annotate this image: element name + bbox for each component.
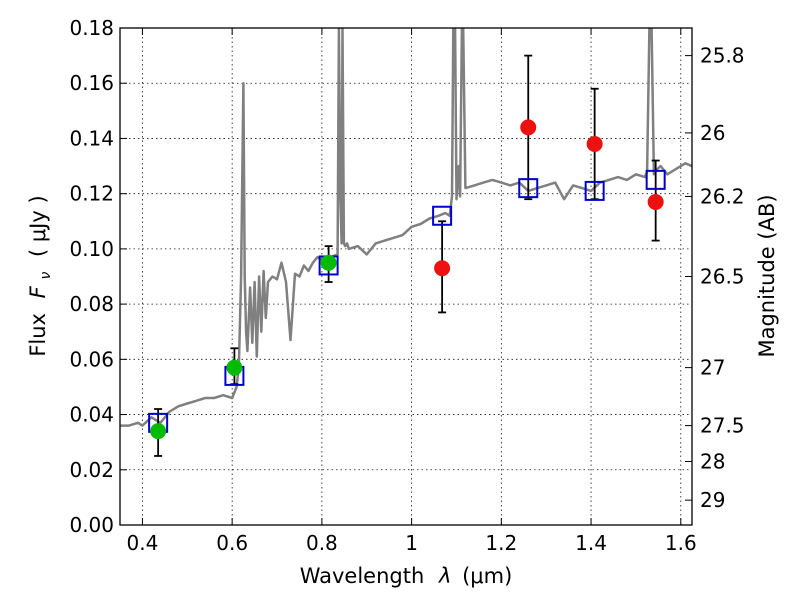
y2-tick-label: 29 [700,488,725,512]
y-tick-label: 0.10 [69,237,114,261]
y-axis-title: Flux F ν ( μJy ) [26,195,55,356]
y2-tick-label: 26.2 [700,184,745,208]
y-tick-label: 0.02 [69,458,114,482]
plot-background [120,28,692,525]
ticks: 0.4 0.6 0.8 1 1.2 1.4 1.6 0.00 0.02 0.04 0.06 0.08 0… [69,16,744,555]
x-tick-label: 0.8 [306,531,338,555]
y-tick-label: 0.00 [69,513,114,537]
y2-tick-label: 27.5 [700,414,745,438]
y-axis-title-text: Flux [26,313,50,357]
grid [120,27,692,526]
model-photometry-square [584,180,605,201]
y2-tick-label: 27 [700,356,725,380]
observation-point [520,119,537,136]
y2-tick-label: 28 [700,449,725,473]
y-tick-label: 0.18 [69,16,114,40]
x-axis-title-symbol: λ [438,564,451,588]
y-axis-title-subscript: ν [38,272,54,280]
observation-point [226,359,243,376]
y-tick-label: 0.04 [69,403,114,427]
x-axis-title: Wavelength λ (μm) [300,564,513,588]
y2-tick-label: 26 [700,121,725,145]
y2-axis-title: Magnitude (AB) [755,194,779,357]
x-axis-title-unit: (μm) [462,564,512,588]
x-tick-label: 1 [405,531,418,555]
model-photometry-square [518,178,539,199]
observation-point [320,254,337,271]
model-photometry-square [432,205,453,226]
x-tick-label: 1.6 [665,531,697,555]
x-axis-title-text: Wavelength [300,564,425,588]
y-tick-label: 0.06 [69,347,114,371]
observation-point [150,423,167,440]
x-tick-label: 1.4 [575,531,607,555]
y-tick-label: 0.16 [69,71,114,95]
x-tick-label: 0.6 [216,531,248,555]
observation-point [586,135,603,152]
observation-point [647,193,664,210]
y-tick-label: 0.14 [69,126,114,150]
y-tick-label: 0.12 [69,182,114,206]
model-photometry-square [645,169,666,190]
y2-tick-label: 25.8 [700,44,745,68]
y-axis-title-unit: ( μJy ) [26,195,50,257]
y2-tick-label: 26.5 [700,265,745,289]
x-tick-label: 1.2 [485,531,517,555]
x-tick-label: 0.4 [127,531,159,555]
data-layer [120,28,692,457]
y-axis-title-symbol: F [26,285,50,298]
y-tick-label: 0.08 [69,292,114,316]
spectrum-line [120,28,692,427]
observation-point [434,260,451,277]
